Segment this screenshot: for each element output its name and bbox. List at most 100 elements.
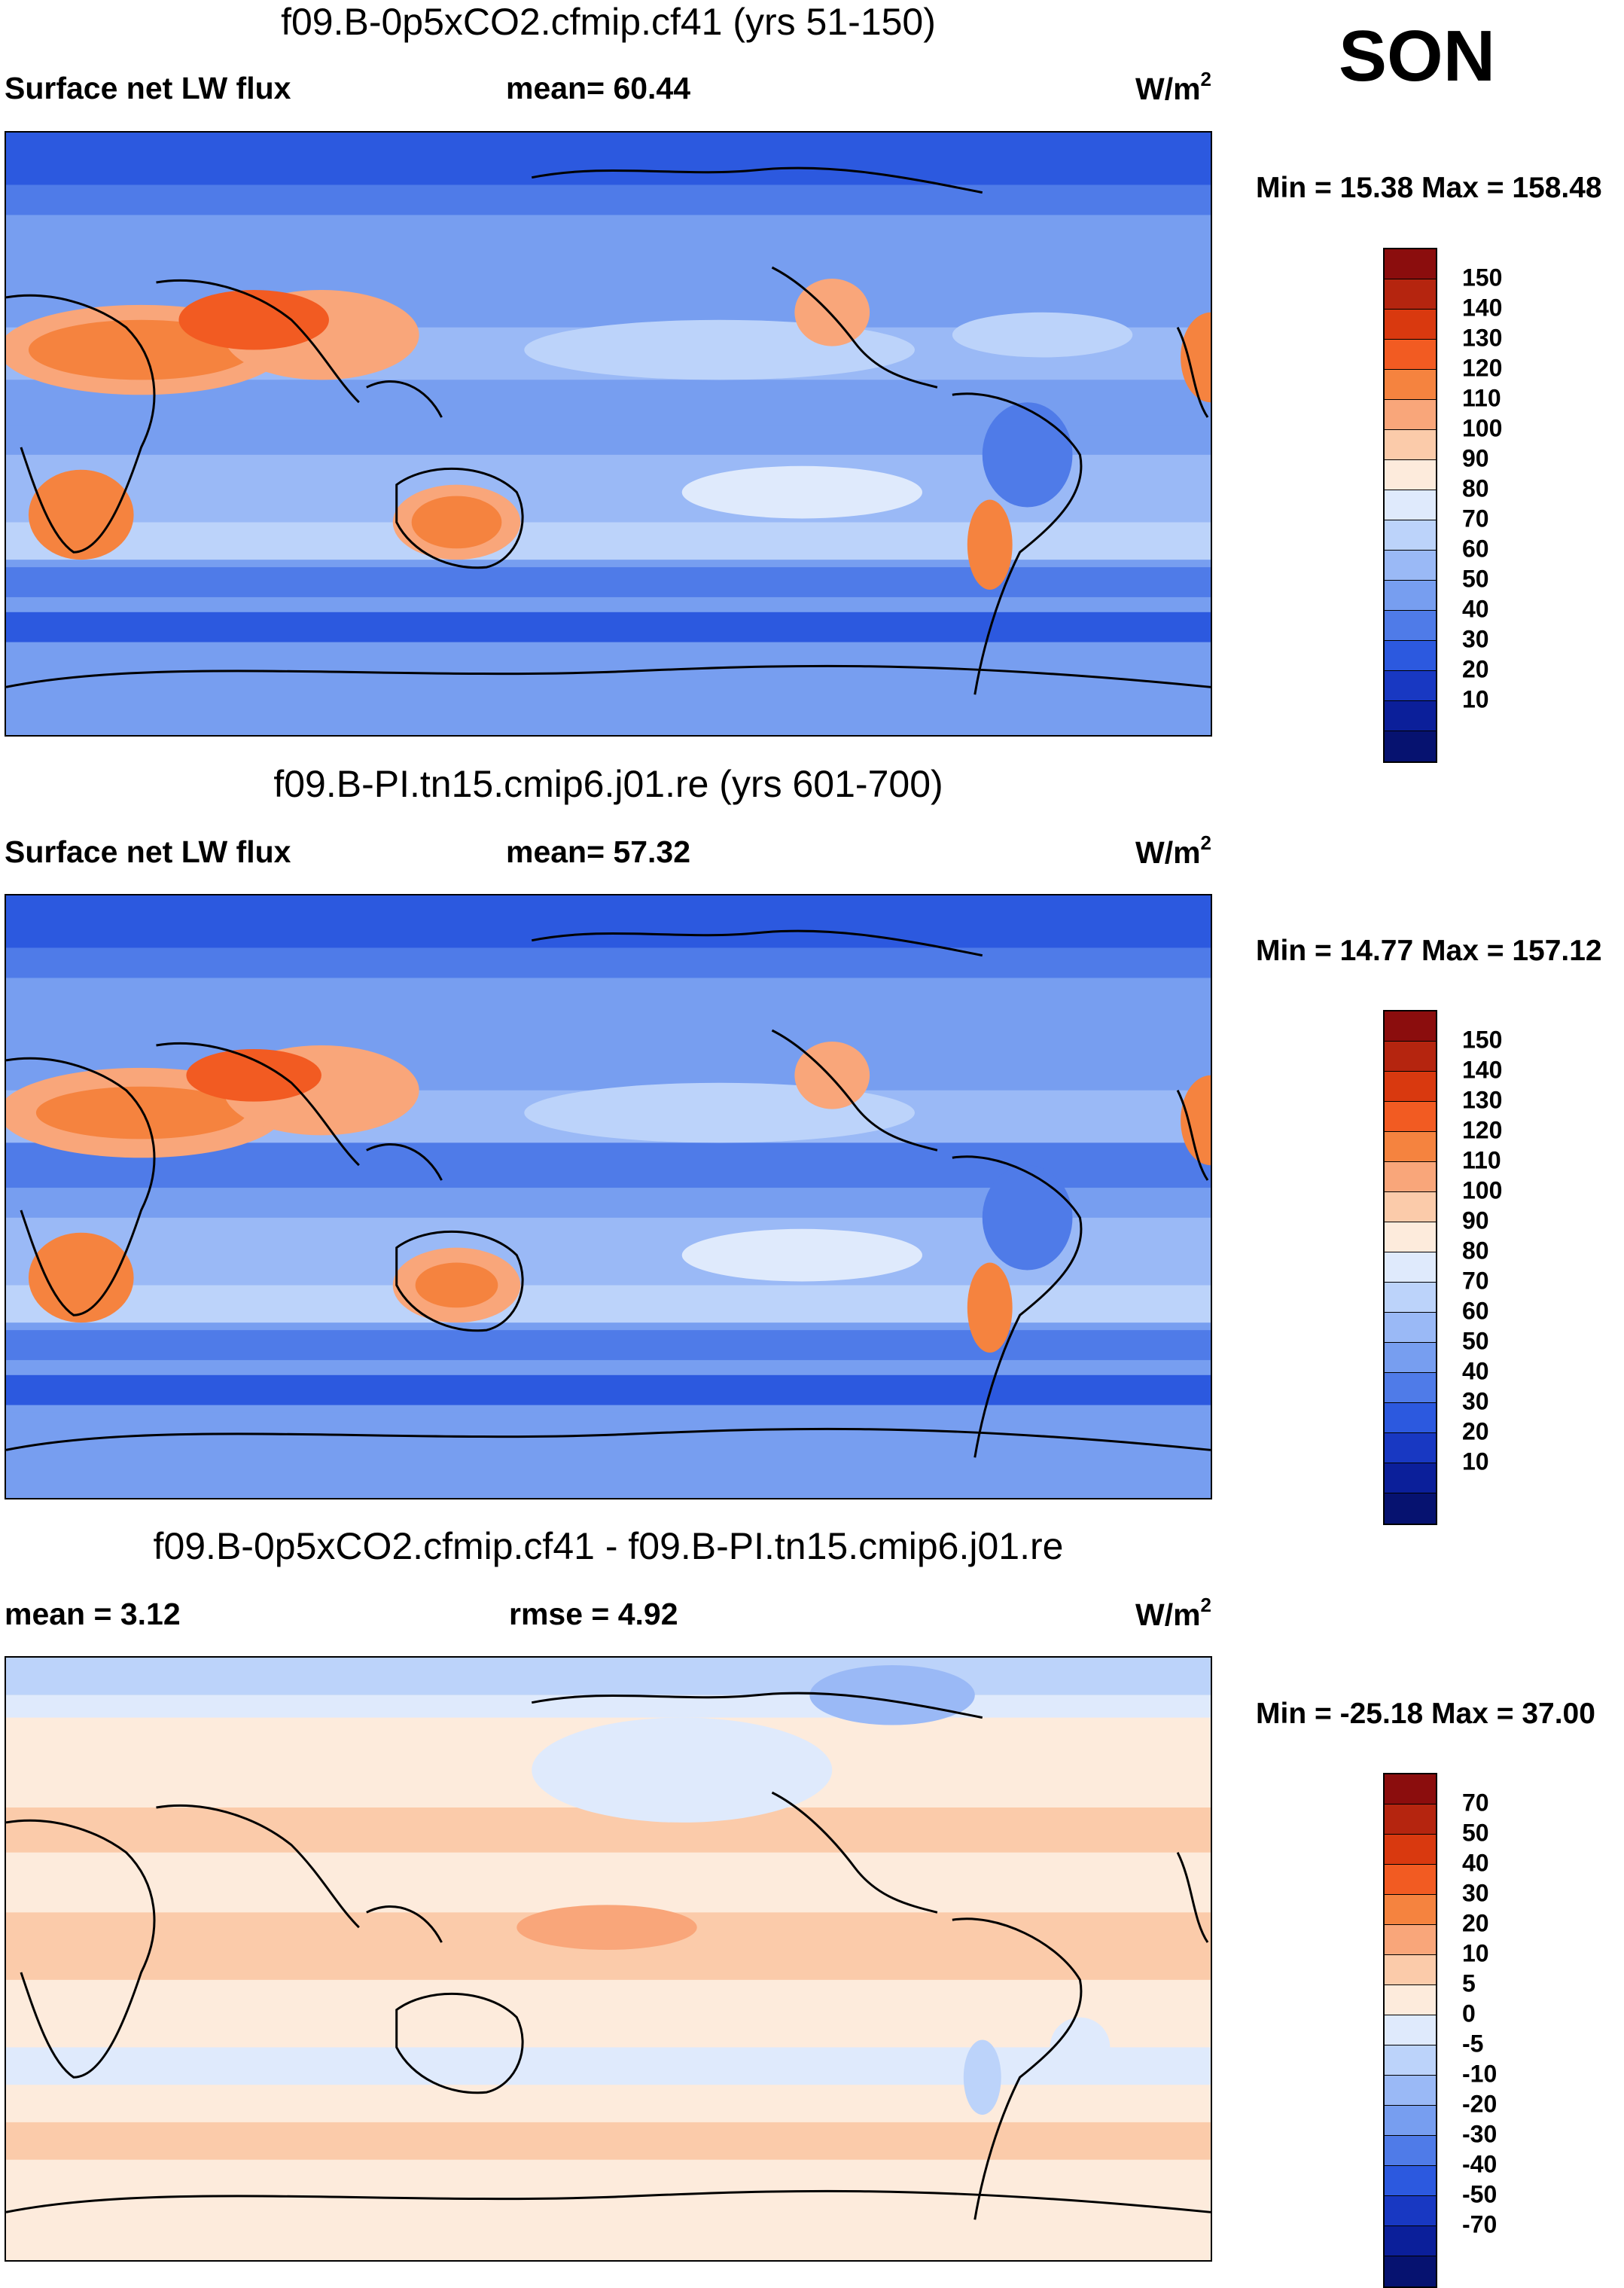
colorbar-swatch (1385, 1343, 1436, 1373)
colorbar-tick-label: -70 (1462, 2210, 1498, 2238)
colorbar-swatch (1385, 1463, 1436, 1493)
colorbar-swatch (1385, 370, 1436, 400)
panel-2-map (5, 894, 1212, 1499)
colorbar-tick-label: 130 (1462, 1086, 1503, 1114)
colorbar-tick-label: 30 (1462, 625, 1489, 653)
colorbar-tick-label: 60 (1462, 535, 1489, 563)
colorbar-tick-label: 120 (1462, 354, 1503, 382)
colorbar-tick-label: 20 (1462, 1909, 1489, 1937)
panel-3-rmse-label: rmse = 4.92 (509, 1597, 678, 1631)
colorbar-swatch (1385, 1925, 1436, 1955)
colorbar-swatch (1385, 279, 1436, 310)
colorbar-swatch (1385, 1102, 1436, 1132)
colorbar-tick-label: 40 (1462, 1357, 1489, 1385)
panel-1-variable-label: Surface net LW flux (5, 71, 291, 105)
colorbar-swatch (1385, 249, 1436, 279)
colorbar-tick-label: 40 (1462, 595, 1489, 623)
colorbar-tick-label: -40 (1462, 2150, 1498, 2178)
panel-1-map (5, 131, 1212, 737)
colorbar-tick-label: -50 (1462, 2180, 1498, 2208)
panel-1-min-max: Min = 15.38 Max = 158.48 (1256, 172, 1602, 204)
colorbar-tick-label: -10 (1462, 2060, 1498, 2088)
colorbar-tick-label: 10 (1462, 1448, 1489, 1475)
panel-2-colorbar (1383, 1010, 1437, 1525)
colorbar-swatch (1385, 1072, 1436, 1102)
colorbar-swatch (1385, 2045, 1436, 2076)
colorbar-swatch (1385, 1835, 1436, 1865)
panel-1-unit: W/m2 (1135, 68, 1212, 106)
colorbar-tick-label: 0 (1462, 2000, 1476, 2027)
colorbar-swatch (1385, 1774, 1436, 1804)
colorbar-swatch (1385, 2015, 1436, 2045)
colorbar-swatch (1385, 340, 1436, 370)
colorbar-swatch (1385, 671, 1436, 701)
colorbar-tick-label: 70 (1462, 1789, 1489, 1817)
colorbar-swatch (1385, 1011, 1436, 1042)
panel-3-colorbar (1383, 1773, 1437, 2288)
colorbar-swatch (1385, 1373, 1436, 1403)
colorbar-swatch (1385, 641, 1436, 671)
colorbar-tick-label: 30 (1462, 1387, 1489, 1415)
panel-3-map (5, 1656, 1212, 2262)
colorbar-swatch (1385, 430, 1436, 460)
colorbar-tick-label: 150 (1462, 264, 1503, 291)
panel-2-unit: W/m2 (1135, 831, 1212, 870)
colorbar-tick-label: 30 (1462, 1879, 1489, 1907)
colorbar-swatch (1385, 1865, 1436, 1895)
colorbar-tick-label: 80 (1462, 1237, 1489, 1265)
colorbar-swatch (1385, 2136, 1436, 2166)
panel-3-min-max: Min = -25.18 Max = 37.00 (1256, 1698, 1595, 1730)
colorbar-swatch (1385, 731, 1436, 761)
colorbar-tick-label: 10 (1462, 1939, 1489, 1967)
colorbar-swatch (1385, 2166, 1436, 2196)
colorbar-tick-label: 70 (1462, 505, 1489, 532)
panel-1-mean-label: mean= 60.44 (506, 71, 691, 105)
panel-1-colorbar (1383, 248, 1437, 763)
colorbar-swatch (1385, 460, 1436, 490)
panel-2-title: f09.B-PI.tn15.cmip6.j01.re (yrs 601-700) (273, 763, 943, 805)
colorbar-tick-label: 150 (1462, 1026, 1503, 1054)
colorbar-swatch (1385, 701, 1436, 731)
colorbar-swatch (1385, 1403, 1436, 1433)
colorbar-swatch (1385, 310, 1436, 340)
season-label: SON (1339, 16, 1496, 96)
colorbar-tick-label: 110 (1462, 384, 1501, 412)
colorbar-tick-label: -30 (1462, 2120, 1498, 2148)
colorbar-swatch (1385, 1313, 1436, 1343)
panel-2-mean-label: mean= 57.32 (506, 834, 691, 869)
colorbar-tick-label: -20 (1462, 2090, 1498, 2118)
colorbar-swatch (1385, 490, 1436, 520)
panel-1-title: f09.B-0p5xCO2.cfmip.cf41 (yrs 51-150) (281, 1, 936, 43)
colorbar-tick-label: 90 (1462, 1207, 1489, 1234)
colorbar-swatch (1385, 2226, 1436, 2256)
colorbar-swatch (1385, 551, 1436, 581)
colorbar-swatch (1385, 2076, 1436, 2106)
colorbar-tick-label: 50 (1462, 1819, 1489, 1847)
colorbar-swatch (1385, 1493, 1436, 1524)
colorbar-tick-label: 140 (1462, 1056, 1503, 1084)
colorbar-swatch (1385, 1283, 1436, 1313)
colorbar-tick-label: 20 (1462, 1417, 1489, 1445)
colorbar-tick-label: 70 (1462, 1267, 1489, 1295)
colorbar-tick-label: 140 (1462, 294, 1503, 322)
colorbar-tick-label: 20 (1462, 655, 1489, 683)
colorbar-swatch (1385, 1042, 1436, 1072)
colorbar-swatch (1385, 611, 1436, 641)
panel-2-variable-label: Surface net LW flux (5, 834, 291, 869)
colorbar-swatch (1385, 400, 1436, 430)
colorbar-tick-label: 10 (1462, 685, 1489, 713)
colorbar-tick-label: 100 (1462, 1176, 1503, 1204)
colorbar-swatch (1385, 2256, 1436, 2286)
colorbar-swatch (1385, 1252, 1436, 1283)
colorbar-swatch (1385, 1955, 1436, 1985)
panel-3-unit: W/m2 (1135, 1594, 1212, 1632)
colorbar-swatch (1385, 1433, 1436, 1463)
panel-3-title: f09.B-0p5xCO2.cfmip.cf41 - f09.B-PI.tn15… (153, 1525, 1064, 1567)
colorbar-swatch (1385, 1804, 1436, 1835)
panel-2-min-max: Min = 14.77 Max = 157.12 (1256, 935, 1602, 967)
colorbar-swatch (1385, 520, 1436, 551)
colorbar-tick-label: 120 (1462, 1116, 1503, 1144)
colorbar-swatch (1385, 1985, 1436, 2015)
colorbar-swatch (1385, 581, 1436, 611)
colorbar-swatch (1385, 2196, 1436, 2226)
